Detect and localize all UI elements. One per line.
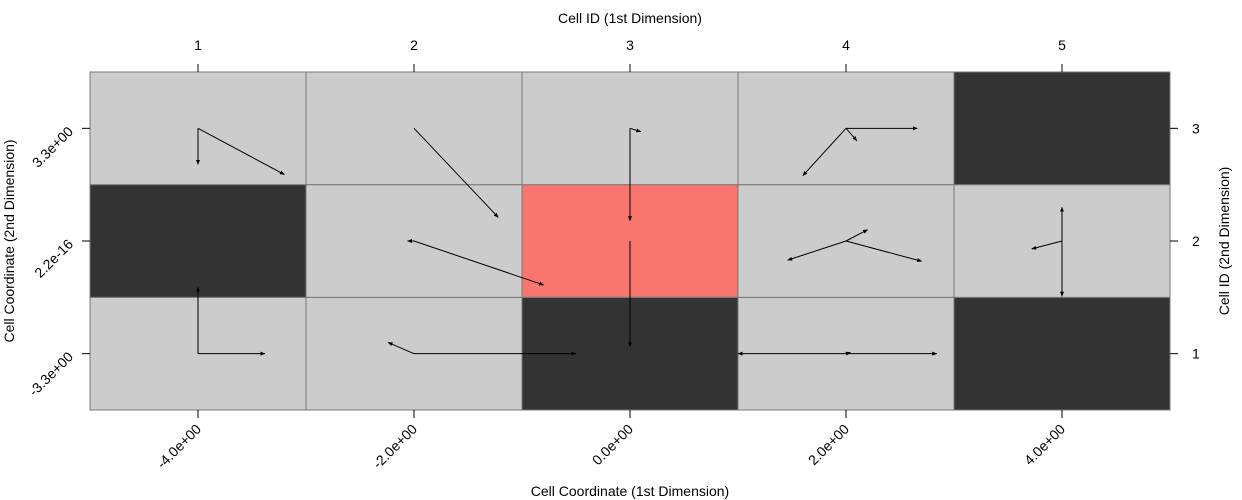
cell-1-2-blocked (89, 184, 307, 298)
right-tick-label: 1 (1192, 346, 1200, 362)
arrow-7 (802, 127, 847, 177)
bottom-axis-title: Cell Coordinate (1st Dimension) (531, 483, 729, 499)
cell-5-3-blocked (953, 71, 1171, 186)
top-tick-label: 5 (1058, 37, 1066, 53)
arrow-14 (787, 240, 847, 261)
bottom-tick-label: 2.0e+00 (805, 421, 853, 469)
arrow-11 (413, 240, 545, 286)
arrow-16 (1031, 240, 1063, 250)
arrow-13 (845, 229, 869, 242)
ticks-layer (82, 64, 1178, 418)
top-tick-label: 1 (194, 37, 202, 53)
top-tick-label: 4 (842, 37, 850, 53)
right-tick-label: 3 (1192, 120, 1200, 136)
left-tick-label: 3.3e+00 (29, 123, 77, 171)
top-axis-title: Cell ID (1st Dimension) (558, 10, 702, 26)
arrow-23 (845, 351, 851, 356)
arrow-1 (197, 127, 285, 175)
bottom-tick-label: -2.0e+00 (369, 421, 420, 472)
top-tick-label: 3 (626, 37, 634, 53)
left-axis-title: Cell Coordinate (2nd Dimension) (1, 139, 17, 342)
left-tick-label: 2.2e-16 (31, 236, 76, 281)
arrow-2 (413, 127, 499, 218)
top-tick-label: 2 (410, 37, 418, 53)
right-tick-label: 2 (1192, 233, 1200, 249)
bottom-tick-label: -4.0e+00 (153, 421, 204, 472)
arrow-3 (629, 127, 642, 133)
bottom-tick-label: 0.0e+00 (589, 421, 637, 469)
arrow-19 (387, 341, 415, 355)
arrow-15 (845, 240, 923, 263)
right-axis-title: Cell ID (2nd Dimension) (1216, 167, 1232, 316)
arrows-layer (196, 126, 1064, 356)
cell-5-1-blocked (953, 296, 1171, 411)
bottom-tick-label: 4.0e+00 (1021, 421, 1069, 469)
left-tick-label: -3.3e+00 (25, 348, 76, 399)
arrow-6 (845, 128, 858, 142)
